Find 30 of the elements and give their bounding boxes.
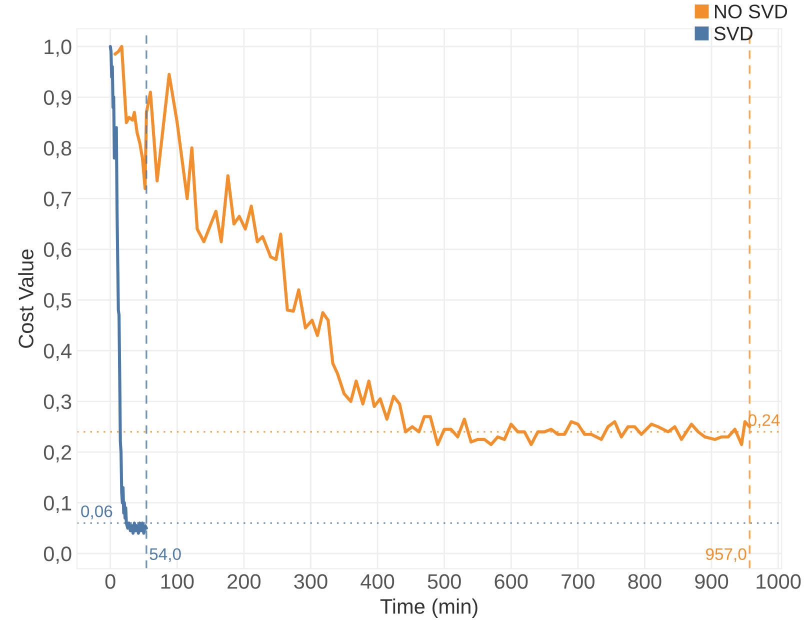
ref-line-label: 54,0: [150, 548, 181, 562]
y-tick-label: 0,6: [44, 242, 72, 260]
y-tick-label: 1,0: [44, 40, 72, 57]
ref-line-label: 0,06: [81, 505, 112, 520]
x-tick-label: 300: [294, 574, 328, 589]
x-tick-label: 600: [494, 574, 528, 589]
y-tick-label: 0,3: [44, 394, 72, 412]
y-tick-label: 0,4: [44, 344, 72, 361]
y-tick-label: 0,9: [44, 90, 72, 108]
x-tick-label: 800: [628, 574, 662, 589]
x-tick-label: 400: [360, 574, 394, 589]
y-tick-label: 0,2: [44, 445, 72, 462]
y-tick-label: 0,1: [44, 496, 72, 514]
ref-line-label: 0,24: [748, 414, 780, 428]
legend-label: SVD: [714, 26, 752, 40]
x-tick-label: 900: [695, 574, 728, 589]
legend-label: NO SVD: [715, 4, 788, 18]
y-tick-label: 0,8: [44, 140, 72, 158]
x-tick-label: 1000: [756, 574, 801, 589]
x-axis-title: Time (min): [380, 598, 478, 618]
x-tick-label: 0: [105, 574, 116, 589]
y-tick-label: 0,0: [44, 546, 72, 564]
x-tick-label: 500: [428, 574, 461, 589]
ref-line-label: 957,0: [706, 548, 746, 562]
x-tick-label: 200: [228, 574, 261, 589]
y-tick-label: 0,7: [44, 192, 72, 209]
y-axis-title: Cost Value: [18, 249, 34, 348]
y-tick-label: 0,5: [44, 293, 72, 310]
x-tick-label: 700: [562, 574, 594, 589]
x-tick-label: 100: [161, 574, 194, 589]
